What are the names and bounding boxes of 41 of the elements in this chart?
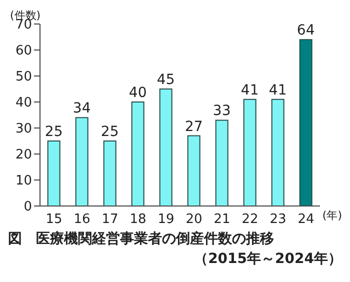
- data-label: 27: [184, 118, 203, 135]
- bar: [131, 102, 144, 206]
- x-axis-title: (年): [322, 208, 342, 223]
- data-label: 41: [268, 82, 287, 98]
- y-tick-label: 10: [15, 174, 32, 189]
- y-tick-label: 40: [15, 96, 32, 111]
- x-tick-label: 18: [130, 212, 146, 228]
- x-tick-label: 24: [298, 212, 314, 228]
- bar: [159, 88, 172, 206]
- text: 図 医療機関経営事業者の倒産件数の推移: [8, 230, 275, 248]
- y-tick-label: 30: [15, 122, 32, 137]
- bar: [103, 140, 116, 206]
- y-tick-label: 50: [15, 70, 32, 85]
- data-label: 34: [72, 100, 91, 117]
- bar: [299, 39, 312, 206]
- data-label: 64: [296, 22, 315, 39]
- y-tick-label: 60: [15, 44, 32, 59]
- data-label: 33: [212, 103, 231, 120]
- x-tick-label: 21: [214, 212, 230, 228]
- data-label: 25: [44, 124, 63, 140]
- x-tick-label: 20: [186, 212, 202, 228]
- data-label: 40: [128, 85, 147, 101]
- bar: [75, 117, 88, 206]
- x-tick-label: 17: [102, 212, 118, 228]
- bar: [271, 98, 284, 206]
- bar: [243, 98, 256, 206]
- y-tick-label: 20: [15, 148, 32, 163]
- x-tick-label: 16: [74, 212, 90, 228]
- x-tick-label: 22: [242, 212, 258, 228]
- data-label: 45: [156, 72, 175, 88]
- x-tick-label: 19: [158, 212, 174, 228]
- y-tick-label: 0: [24, 200, 32, 215]
- bar: [215, 120, 228, 206]
- bar: [47, 140, 60, 206]
- y-axis-title: (件数): [10, 8, 41, 22]
- text: （2015年～2024年）: [193, 250, 342, 268]
- data-label: 25: [100, 124, 119, 140]
- data-label: 41: [240, 82, 259, 98]
- bar: [187, 135, 200, 206]
- x-tick-label: 23: [270, 212, 286, 228]
- x-tick-label: 15: [46, 212, 62, 228]
